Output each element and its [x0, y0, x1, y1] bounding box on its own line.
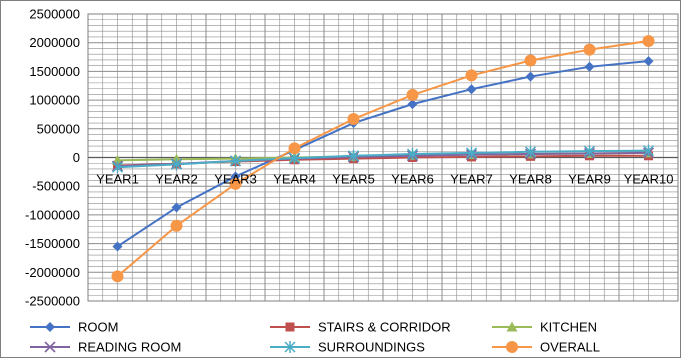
y-tick-label: 2500000: [29, 7, 80, 22]
y-tick-label: 1000000: [29, 93, 80, 108]
x-tick-label: YEAR10: [624, 172, 674, 187]
x-tick-label: YEAR5: [332, 172, 375, 187]
series-line-room: [116, 60, 649, 248]
grid-lines: [87, 13, 679, 302]
data-point-surroundings: [406, 148, 419, 161]
data-point-surroundings: [229, 154, 242, 167]
x-tick-label: YEAR1: [96, 172, 139, 187]
legend-swatch-marker: [284, 341, 296, 353]
y-axis-tick-labels: 2500000 2000000 1500000 1000000 500000 0 -5000…: [25, 7, 80, 309]
data-point-surroundings: [347, 149, 360, 162]
data-point-room: [171, 202, 182, 213]
y-tick-label: 0: [73, 150, 80, 165]
data-point-surroundings: [170, 158, 183, 171]
legend-item-kitchen: KITCHEN: [492, 320, 597, 335]
data-point-surroundings: [465, 146, 478, 159]
legend: ROOM STAIRS & CORRIDOR KITCHEN READING ROOM…: [30, 320, 600, 355]
y-tick-label: 500000: [37, 121, 80, 136]
data-point-surroundings: [583, 145, 596, 158]
data-point-overall: [406, 88, 419, 101]
x-tick-label: YEAR4: [273, 172, 316, 187]
legend-label: READING ROOM: [78, 340, 181, 355]
legend-label: KITCHEN: [540, 320, 597, 335]
legend-item-stairs-corridor: STAIRS & CORRIDOR: [270, 320, 451, 335]
x-tick-label: YEAR3: [214, 172, 257, 187]
data-point-overall: [642, 34, 655, 47]
series-line-surroundings: [117, 149, 649, 169]
x-tick-label: YEAR7: [450, 172, 493, 187]
data-point-surroundings: [524, 145, 537, 158]
data-point-overall: [583, 43, 596, 56]
data-point-overall: [111, 270, 124, 283]
data-point-room: [407, 99, 418, 110]
data-point-overall: [347, 113, 360, 126]
legend-item-surroundings: SURROUNDINGS: [270, 340, 425, 355]
data-point-overall: [288, 142, 301, 155]
data-point-room: [112, 241, 123, 252]
legend-swatch-marker: [506, 321, 518, 332]
data-point-overall: [465, 69, 478, 82]
data-point-room: [525, 71, 536, 82]
y-tick-label: -500000: [32, 179, 80, 194]
legend-item-overall: OVERALL: [492, 340, 600, 355]
data-point-overall: [170, 219, 183, 232]
legend-swatch-marker: [44, 341, 56, 353]
series-line-overall: [116, 39, 649, 278]
y-tick-label: -1000000: [25, 207, 80, 222]
legend-swatch-marker: [285, 322, 295, 332]
x-tick-label: YEAR9: [568, 172, 611, 187]
x-tick-label: YEAR2: [155, 172, 198, 187]
data-point-surroundings: [111, 161, 124, 174]
y-tick-label: -2000000: [25, 265, 80, 280]
series-group: [111, 34, 655, 283]
legend-swatch-marker: [45, 322, 55, 332]
legend-swatch-marker: [506, 341, 518, 353]
legend-label: OVERALL: [540, 340, 600, 355]
y-tick-label: -2500000: [25, 294, 80, 309]
legend-item-room: ROOM: [30, 320, 118, 335]
data-point-room: [643, 56, 654, 67]
x-tick-label: YEAR6: [391, 172, 434, 187]
legend-item-reading-room: READING ROOM: [30, 340, 181, 355]
data-point-room: [466, 84, 477, 95]
legend-label: STAIRS & CORRIDOR: [318, 320, 451, 335]
legend-label: SURROUNDINGS: [318, 340, 425, 355]
data-point-room: [584, 61, 595, 72]
x-axis-tick-labels: YEAR1 YEAR2 YEAR3 YEAR4 YEAR5 YEAR6 YEAR7 YEAR8…: [96, 172, 673, 187]
legend-label: ROOM: [78, 320, 118, 335]
y-tick-label: 2000000: [29, 35, 80, 50]
data-point-surroundings: [642, 144, 655, 157]
y-tick-label: -1500000: [25, 236, 80, 251]
data-point-overall: [229, 177, 242, 190]
x-tick-label: YEAR8: [509, 172, 552, 187]
data-point-overall: [524, 54, 537, 67]
y-tick-label: 1500000: [29, 64, 80, 79]
